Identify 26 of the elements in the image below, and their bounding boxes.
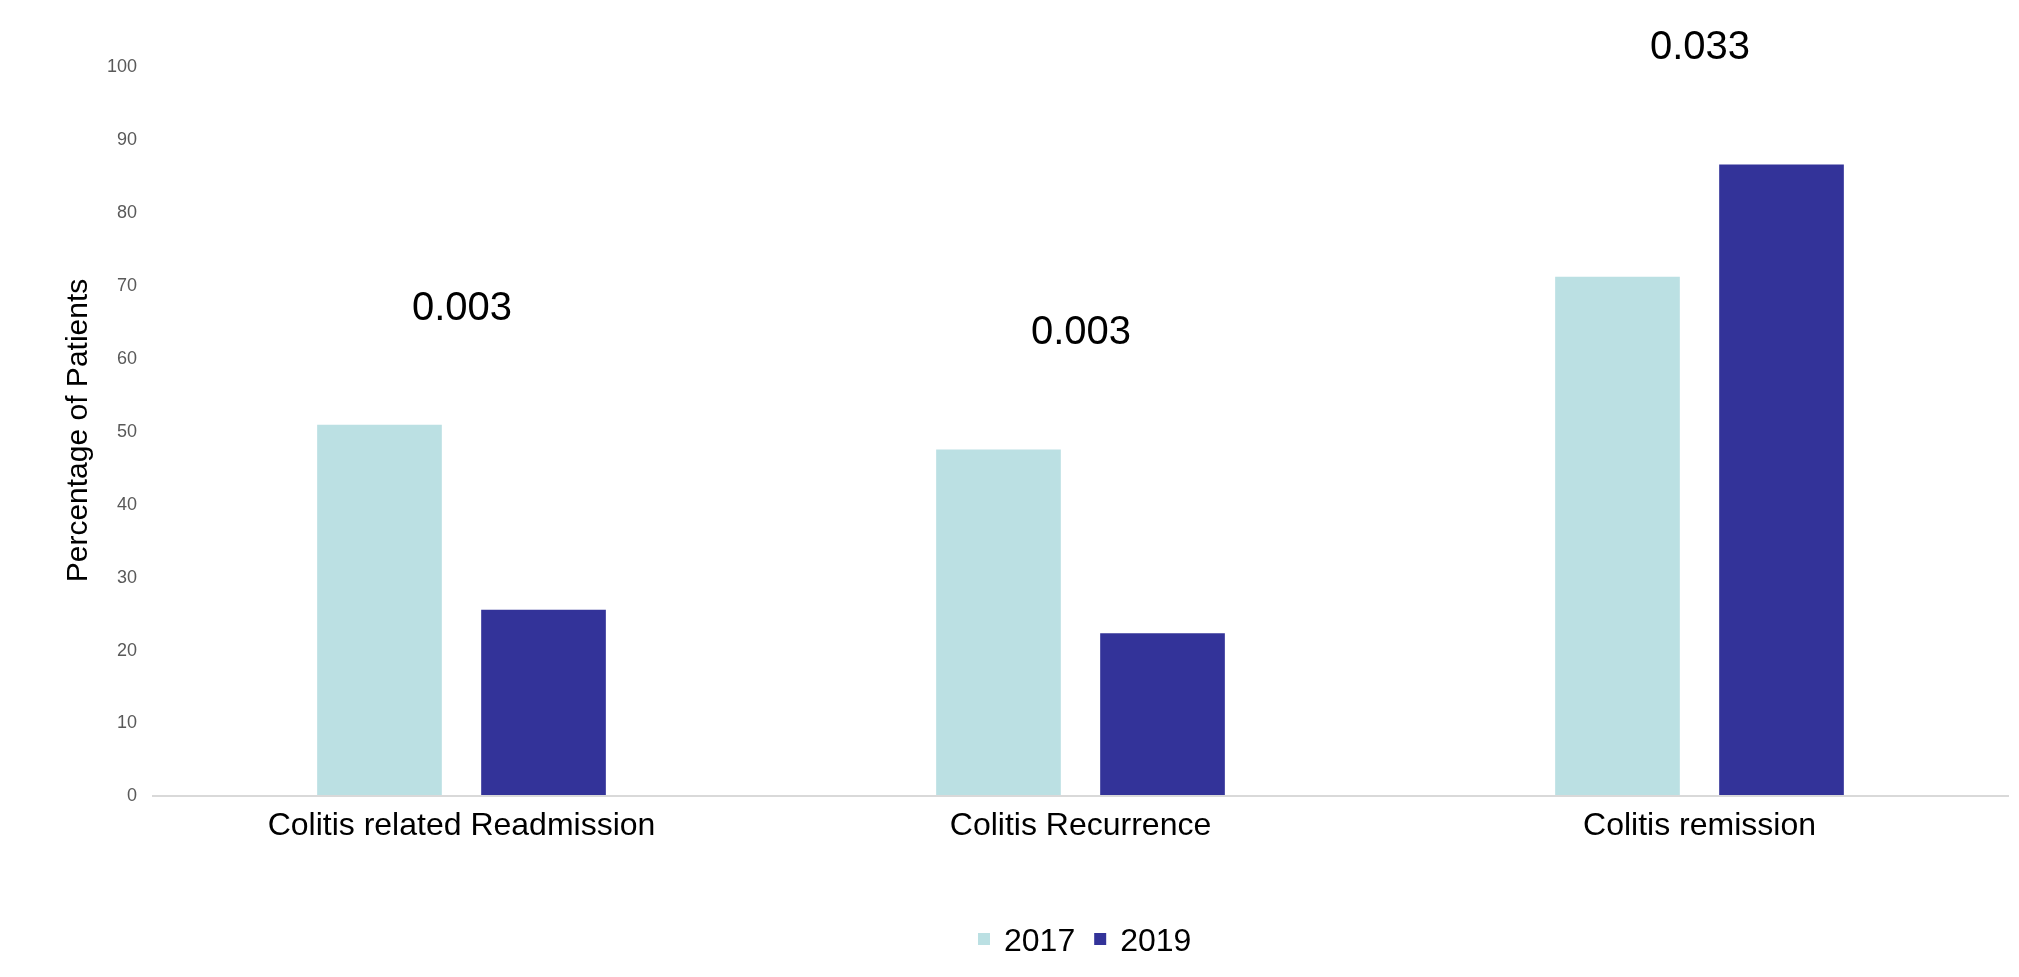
y-tick-label: 100 [106, 56, 137, 77]
bar [317, 424, 442, 795]
y-tick-label: 50 [116, 420, 137, 441]
annotation: 0.003 [412, 284, 513, 328]
legend-label: 2017 [1004, 922, 1076, 959]
x-tick-label: Colitis remission [1583, 806, 1816, 843]
legend-label: 2019 [1120, 922, 1192, 959]
y-tick-label: 70 [116, 275, 137, 295]
bar [1100, 633, 1225, 795]
bar [1555, 276, 1680, 795]
y-tick-label: 80 [116, 202, 137, 223]
y-tick-label: 40 [116, 493, 137, 514]
x-tick-label: Colitis related Readmission [267, 806, 656, 843]
y-tick-label: 20 [116, 639, 137, 660]
y-tick-label: 60 [116, 347, 137, 368]
y-tick-label: 0 [126, 785, 137, 806]
bar [1719, 164, 1844, 795]
y-tick-label: 30 [116, 566, 137, 587]
annotation: 0.033 [1650, 23, 1751, 67]
annotation: 0.003 [1031, 308, 1132, 352]
y-tick-label: 90 [116, 129, 137, 150]
y-axis-title: Percentage of Patients [59, 278, 93, 583]
bar [936, 449, 1061, 795]
bar [481, 609, 606, 795]
y-tick-label: 10 [116, 712, 137, 733]
x-tick-label: Colitis Recurrence [949, 806, 1212, 843]
